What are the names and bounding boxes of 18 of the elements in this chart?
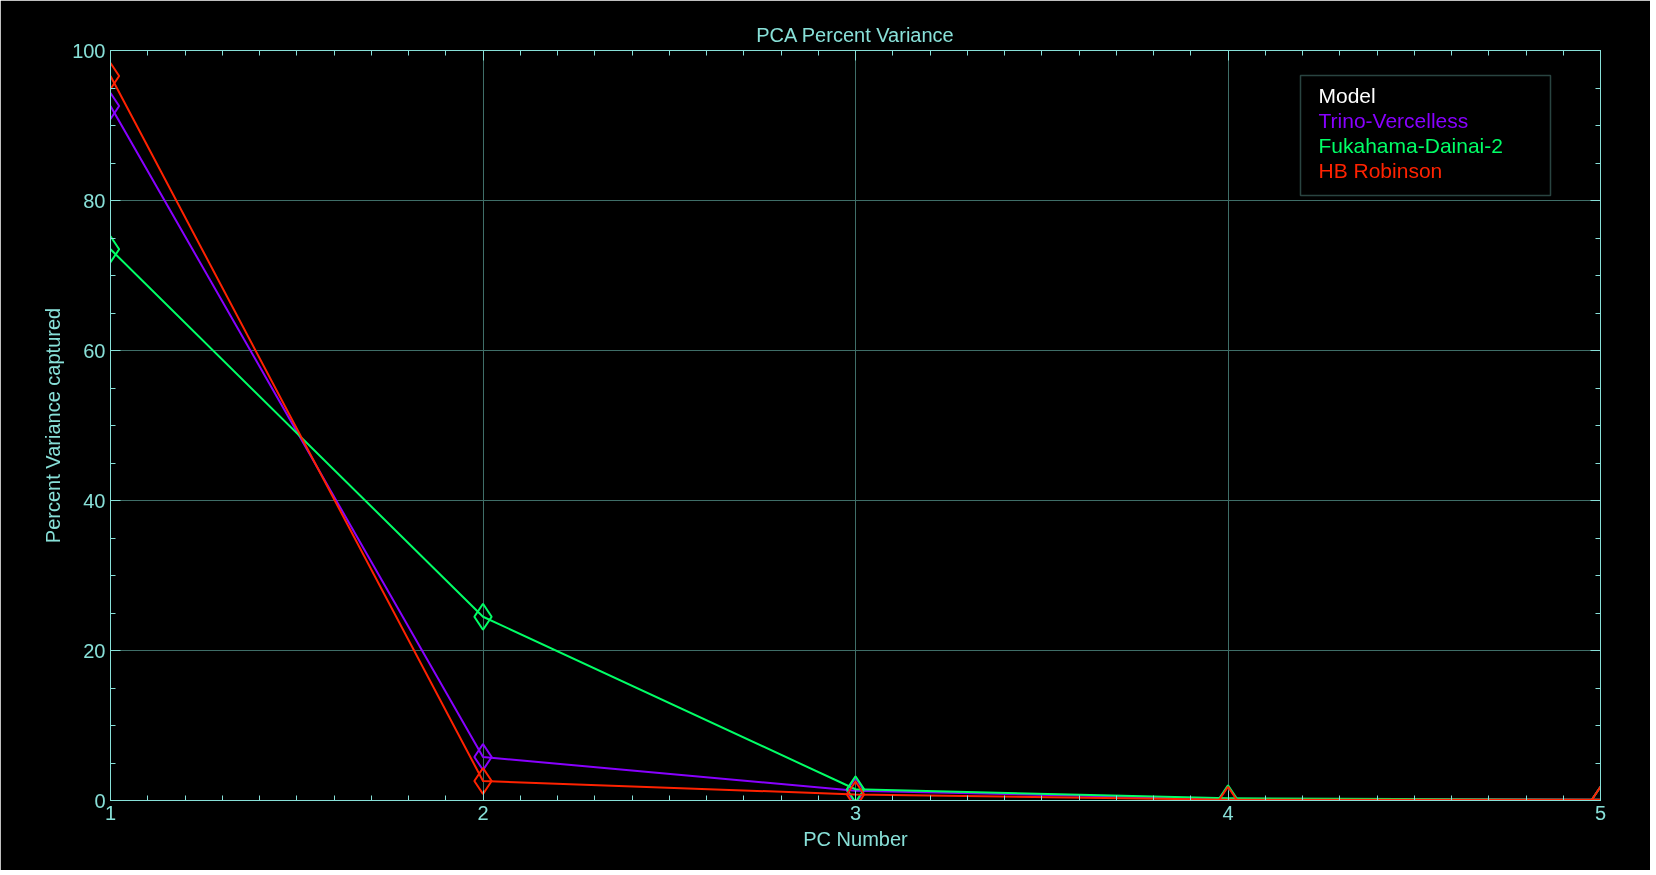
y-axis-title: Percent Variance captured xyxy=(42,307,65,544)
x-tick-label: 3 xyxy=(849,801,862,824)
x-tick-label: 1 xyxy=(104,801,117,824)
text: Fukahama-Dainai-2 xyxy=(1318,133,1503,157)
x-tick-label: 5 xyxy=(1594,801,1607,824)
chart-title: PCA Percent Variance xyxy=(756,23,954,46)
y-tick-label: 100 xyxy=(72,39,106,62)
x-tick-label: 2 xyxy=(477,801,489,824)
y-tick-label: 40 xyxy=(83,489,106,512)
legend-label: Model xyxy=(1318,83,1376,107)
y-tick-label: 20 xyxy=(83,639,106,662)
y-tick-label: 60 xyxy=(83,339,106,362)
x-axis-title: PC Number xyxy=(803,827,909,850)
text: HB Robinson xyxy=(1318,158,1443,182)
y-tick-label: 0 xyxy=(94,789,106,812)
x-tick-label: 4 xyxy=(1222,801,1234,824)
text: Trino-Vercelless xyxy=(1318,108,1469,132)
y-tick-label: 80 xyxy=(83,189,106,212)
